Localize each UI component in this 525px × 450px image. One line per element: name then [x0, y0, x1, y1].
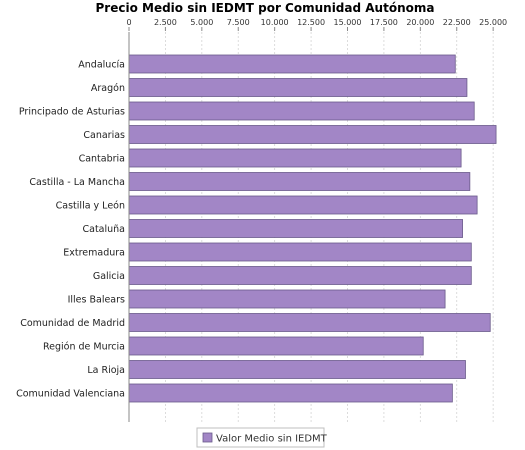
- category-label: Canarias: [83, 130, 125, 141]
- legend: Valor Medio sin IEDMT: [196, 427, 328, 448]
- tick-label: 5.000: [190, 18, 213, 27]
- tick-label: 12.500: [297, 18, 325, 27]
- bar: [128, 289, 446, 309]
- tick-label: 17.500: [370, 18, 398, 27]
- chart-title: Precio Medio sin IEDMT por Comunidad Aut…: [96, 1, 435, 15]
- bar: [128, 313, 491, 332]
- tick-label: 25.000: [479, 18, 507, 27]
- legend-swatch: [202, 432, 213, 443]
- bar: [128, 242, 472, 262]
- category-label: Cantabria: [79, 154, 125, 165]
- tick-label: 22.500: [443, 18, 471, 27]
- category-label: Galicia: [93, 271, 125, 282]
- bar: [128, 219, 463, 238]
- legend-box: [196, 427, 325, 448]
- bar: [128, 54, 456, 74]
- category-label: Principado de Asturias: [19, 107, 125, 118]
- category-label: Comunidad de Madrid: [20, 318, 125, 329]
- category-label: Andalucía: [78, 60, 125, 71]
- category-label: La Rioja: [87, 365, 125, 376]
- tick-label: 20.000: [406, 18, 434, 27]
- category-label: Cataluña: [82, 224, 125, 235]
- bar: [128, 172, 471, 191]
- category-label: Región de Murcia: [43, 342, 125, 353]
- bar: [128, 336, 424, 356]
- grid-lines: [128, 32, 494, 422]
- x-axis-ticks: 0 2.500 5.000 7.500 10.000 12.500 15.000 17.500…: [126, 18, 507, 31]
- tick-label: 10.000: [261, 18, 289, 27]
- tick-label: 15.000: [333, 18, 361, 27]
- bar: [128, 383, 453, 403]
- bar: [128, 78, 468, 97]
- category-label: Castilla - La Mancha: [29, 177, 125, 188]
- tick-label: 0: [126, 18, 131, 27]
- bar: [128, 360, 466, 379]
- bar: [128, 195, 478, 215]
- category-label: Castilla y León: [56, 201, 125, 212]
- category-labels: Andalucía Aragón Principado de Asturias Can…: [16, 60, 125, 400]
- tick-label: 2.500: [154, 18, 177, 27]
- category-label: Extremadura: [63, 248, 125, 259]
- bar: [128, 148, 462, 168]
- bar: [128, 101, 475, 121]
- legend-label: Valor Medio sin IEDMT: [216, 434, 328, 445]
- bars: [128, 54, 497, 403]
- bar: [128, 125, 497, 144]
- category-label: Comunidad Valenciana: [16, 389, 125, 400]
- bar: [128, 266, 472, 285]
- category-label: Aragón: [91, 83, 125, 94]
- tick-label: 7.500: [227, 18, 250, 27]
- category-label: Illes Balears: [68, 295, 125, 306]
